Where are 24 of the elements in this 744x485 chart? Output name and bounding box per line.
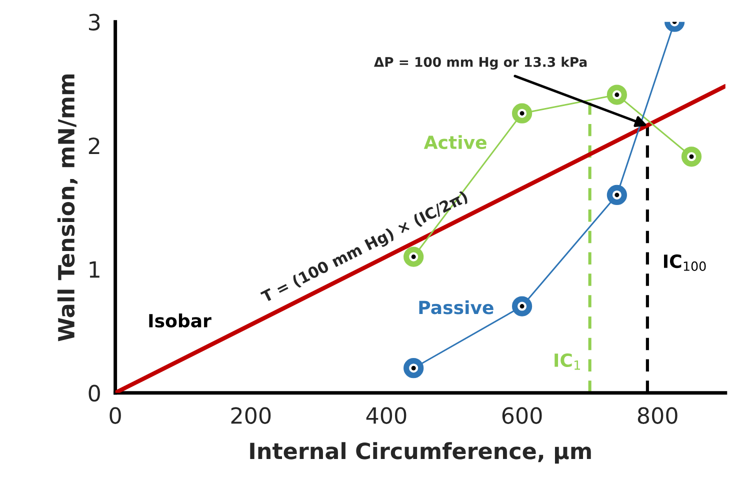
x-tick-label: 0 [110, 407, 121, 424]
annotation: Isobar [149, 314, 212, 328]
y-tick-label: 3 [88, 14, 100, 31]
point [606, 84, 628, 105]
y-tick-label: 2 [88, 137, 100, 154]
x-tick-label: 200 [231, 407, 271, 424]
point [404, 246, 424, 267]
point [512, 103, 532, 124]
x-tick-label: 600 [502, 407, 542, 424]
point [681, 146, 702, 167]
series-label: Passive [419, 300, 494, 314]
x-tick-label: 400 [366, 407, 406, 424]
ref-line-label: IC$_{100}$ [664, 254, 706, 271]
point [512, 296, 532, 316]
annotation: ΔP = 100 mm Hg or 13.3 kPa [374, 56, 587, 70]
x-tick-label: 800 [638, 407, 678, 424]
y-tick-label: 0 [88, 384, 100, 402]
x-axis-title: Internal Circumference, µm [250, 442, 591, 464]
point [404, 358, 424, 378]
y-tick-label: 1 [90, 261, 100, 278]
point [606, 184, 628, 206]
series-label: Active [424, 135, 486, 150]
y-axis-title: Wall Tension, mN/mm [57, 74, 78, 342]
ref-line-label: IC$_{1}$ [554, 353, 580, 370]
